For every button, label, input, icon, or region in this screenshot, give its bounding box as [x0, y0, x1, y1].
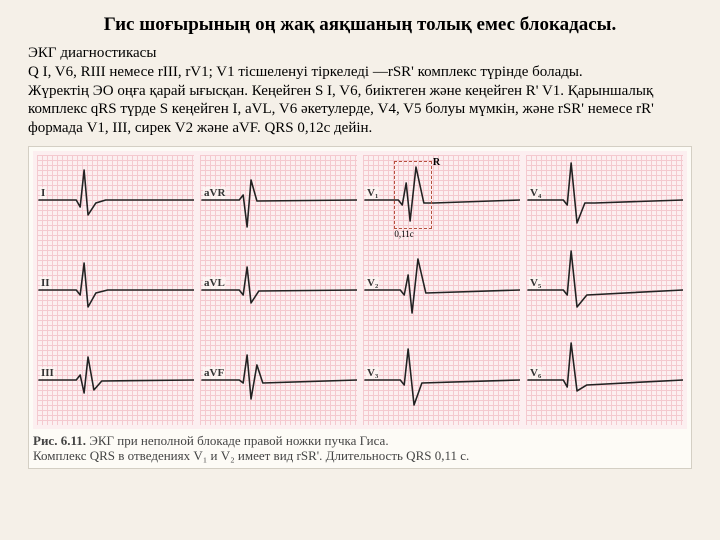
- waveform: [526, 335, 683, 425]
- caption-line-2: Комплекс QRS в отведениях V₁ и V₂ имеет …: [33, 448, 469, 463]
- lead-I: I: [37, 155, 194, 245]
- paragraph-2: Q I, V6, RIII немесе rIII, rV1; V1 тісше…: [28, 64, 583, 80]
- r-label: R: [433, 157, 440, 168]
- lead-II: II: [37, 245, 194, 335]
- caption-line-1: ЭКГ при неполной блокаде правой ножки пу…: [89, 433, 388, 448]
- page-title: Гис шоғырының оң жақ аяқшаның толық емес…: [28, 14, 692, 36]
- waveform: [526, 155, 683, 245]
- ecg-column-3: V₄V₅V₆: [526, 155, 683, 425]
- lead-aVL: aVL: [200, 245, 357, 335]
- lead-aVF: aVF: [200, 335, 357, 425]
- waveform: [363, 335, 520, 425]
- paragraph-1: ЭКГ диагностикасы: [28, 45, 156, 61]
- waveform: [200, 245, 357, 335]
- waveform: [363, 155, 520, 245]
- waveform: [526, 245, 683, 335]
- lead-V₆: V₆: [526, 335, 683, 425]
- waveform: [37, 155, 194, 245]
- waveform: [37, 245, 194, 335]
- ecg-column-1: aVRaVLaVF: [200, 155, 357, 425]
- lead-III: III: [37, 335, 194, 425]
- lead-V₄: V₄: [526, 155, 683, 245]
- lead-aVR: aVR: [200, 155, 357, 245]
- page: Гис шоғырының оң жақ аяқшаның толық емес…: [0, 0, 720, 469]
- waveform: [363, 245, 520, 335]
- waveform: [200, 155, 357, 245]
- ecg-figure: IIIIIIaVRaVLaVFV₁R0,11cV₂V₃V₄V₅V₆ Рис. 6…: [28, 146, 692, 469]
- ecg-column-0: IIIIII: [37, 155, 194, 425]
- body-text: ЭКГ диагностикасы Q I, V6, RIII немесе r…: [28, 44, 692, 138]
- figure-number: Рис. 6.11.: [33, 433, 86, 448]
- lead-V₃: V₃: [363, 335, 520, 425]
- lead-V₁: V₁R0,11c: [363, 155, 520, 245]
- waveform: [37, 335, 194, 425]
- ecg-column-2: V₁R0,11cV₂V₃: [363, 155, 520, 425]
- duration-label: 0,11c: [394, 229, 413, 239]
- paragraph-3: Жүректің ЭО оңға қарай ығысқан. Кеңейген…: [28, 83, 654, 137]
- lead-V₂: V₂: [363, 245, 520, 335]
- figure-caption: Рис. 6.11. ЭКГ при неполной блокаде прав…: [33, 433, 687, 464]
- ecg-grid: IIIIIIaVRaVLaVFV₁R0,11cV₂V₃V₄V₅V₆: [33, 151, 687, 429]
- lead-V₅: V₅: [526, 245, 683, 335]
- waveform: [200, 335, 357, 425]
